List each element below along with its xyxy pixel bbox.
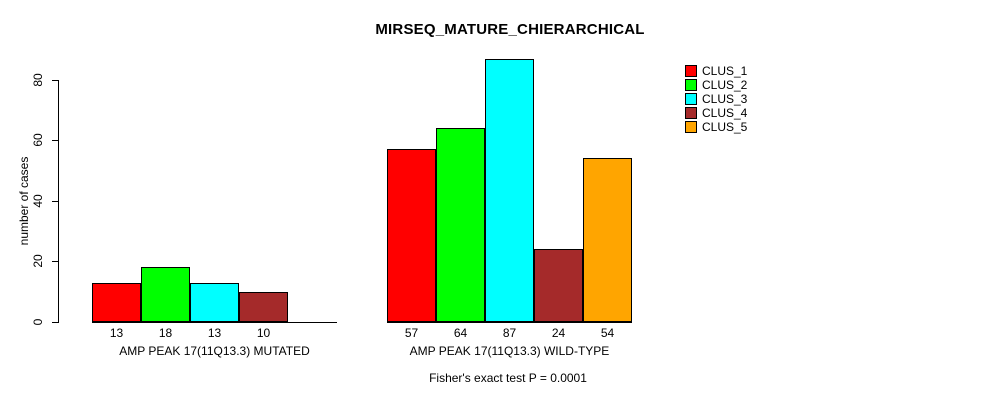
- y-tick-label: 60: [31, 133, 45, 147]
- legend-item: CLUS_3: [685, 93, 747, 105]
- x-group-label: AMP PEAK 17(11Q13.3) WILD-TYPE: [409, 344, 610, 358]
- y-axis-tick: [52, 200, 58, 202]
- legend-item: CLUS_5: [685, 121, 747, 133]
- bar-clus_3-group2: [485, 58, 534, 322]
- y-axis-line: [58, 79, 59, 323]
- x-group-label: AMP PEAK 17(11Q13.3) MUTATED: [119, 344, 310, 358]
- legend-swatch: [685, 93, 697, 105]
- chart-title: MIRSEQ_MATURE_CHIERARCHICAL: [375, 21, 645, 38]
- bar-clus_1-group1: [92, 282, 141, 322]
- bar-value-label: 54: [600, 326, 615, 340]
- x-baseline: [92, 322, 337, 323]
- bar-clus_4-group1: [239, 291, 288, 322]
- y-tick-label: 40: [31, 194, 45, 208]
- bar-clus_5-group2: [583, 158, 632, 322]
- legend-item: CLUS_1: [685, 65, 747, 77]
- y-axis-label: number of cases: [17, 156, 31, 246]
- bar-clus_2-group1: [141, 267, 190, 322]
- legend-item: CLUS_4: [685, 107, 747, 119]
- y-axis-tick: [52, 261, 58, 263]
- legend-swatch: [685, 121, 697, 133]
- bar-value-label: 13: [207, 326, 222, 340]
- legend-swatch: [685, 79, 697, 91]
- fisher-test-annotation: Fisher's exact test P = 0.0001: [429, 371, 587, 385]
- legend-label: CLUS_4: [702, 106, 748, 120]
- x-baseline: [387, 322, 632, 323]
- y-tick-label: 0: [31, 318, 45, 326]
- legend-item: CLUS_2: [685, 79, 747, 91]
- legend-label: CLUS_2: [702, 78, 748, 92]
- bar-clus_3-group1: [190, 282, 239, 322]
- bar-value-label: 57: [404, 326, 419, 340]
- bar-clus_2-group2: [436, 128, 485, 322]
- legend-label: CLUS_1: [702, 64, 748, 78]
- bar-value-label: 10: [256, 326, 271, 340]
- bar-value-label: 87: [502, 326, 517, 340]
- bar-value-label: 13: [109, 326, 124, 340]
- legend-label: CLUS_3: [702, 92, 748, 106]
- bar-clus_4-group2: [534, 249, 583, 322]
- y-axis-tick: [52, 79, 58, 81]
- y-axis-tick: [52, 322, 58, 323]
- legend-swatch: [685, 65, 697, 77]
- bar-value-label: 64: [453, 326, 468, 340]
- y-tick-label: 80: [31, 73, 45, 87]
- legend-swatch: [685, 107, 697, 119]
- bar-value-label: 18: [158, 326, 173, 340]
- bar-value-label: 24: [551, 326, 566, 340]
- y-tick-label: 20: [31, 254, 45, 269]
- y-axis-tick: [52, 140, 58, 142]
- bar-clus_1-group2: [387, 149, 436, 322]
- legend-label: CLUS_5: [702, 120, 748, 134]
- legend: CLUS_1 CLUS_2 CLUS_3 CLUS_4 CLUS_5: [685, 65, 747, 133]
